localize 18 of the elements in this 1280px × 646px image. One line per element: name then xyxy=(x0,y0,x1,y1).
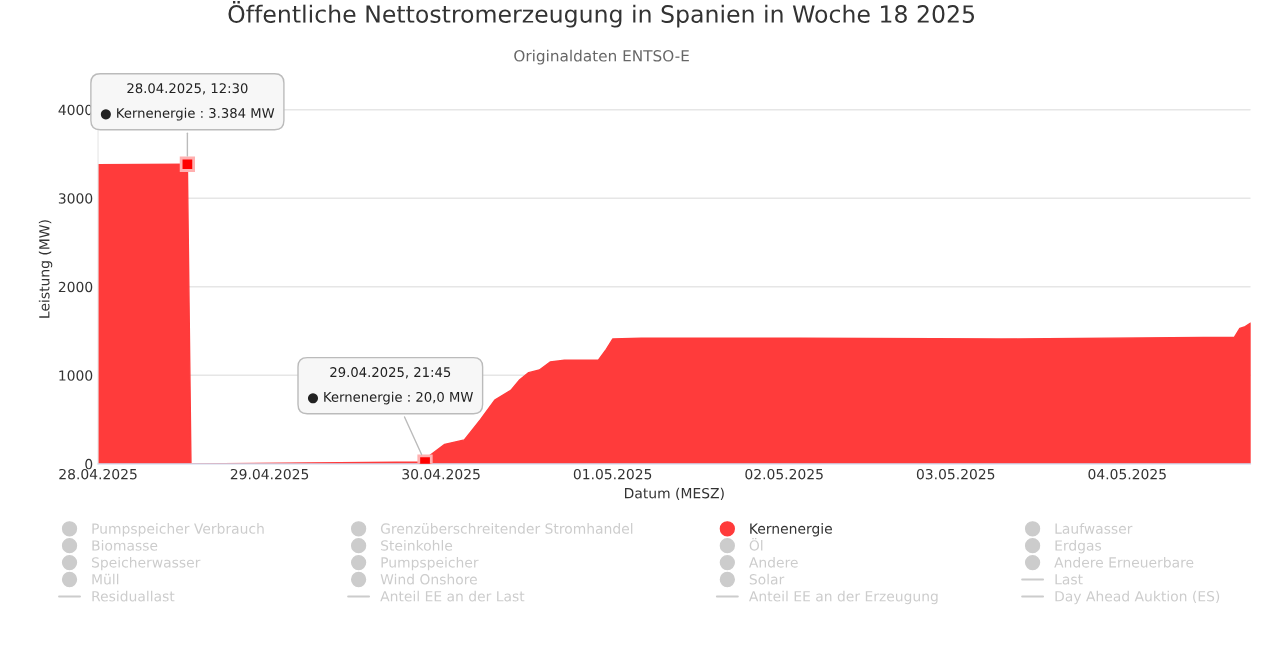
x-tick-label: 30.04.2025 xyxy=(402,468,480,480)
annotation: 29.04.2025, 21:45 ● Kernenergie : 20,0 MW xyxy=(307,367,473,405)
x-axis-title: Datum (MESZ) xyxy=(625,487,724,501)
annotation: 28.04.2025, 12:30 ● Kernenergie : 3.384 MW xyxy=(100,83,275,121)
x-tick-label: 03.05.2025 xyxy=(916,468,995,480)
x-tick-label: 04.05.2025 xyxy=(1088,468,1166,480)
legend-label: Kernenergie xyxy=(750,523,832,537)
y-axis-title: Leistung (MW) xyxy=(38,220,53,318)
chart-subtitle: Originaldaten ENTSO-E xyxy=(514,49,689,65)
y-tick-label: 3000 xyxy=(58,193,93,204)
x-tick-label: 28.04.2025 xyxy=(59,468,137,480)
y-tick-label: 2000 xyxy=(58,281,93,293)
x-tick-label: 01.05.2025 xyxy=(573,468,652,480)
chart-title: Öffentliche Nettostromerzeugung in Spanien in Woche 18 2025 xyxy=(228,1,975,28)
x-tick-label: 29.04.2025 xyxy=(230,468,309,480)
y-tick-label: 1000 xyxy=(59,370,93,381)
x-tick-label: 02.05.2025 xyxy=(745,468,823,480)
y-tick-label: 0 xyxy=(85,458,93,470)
